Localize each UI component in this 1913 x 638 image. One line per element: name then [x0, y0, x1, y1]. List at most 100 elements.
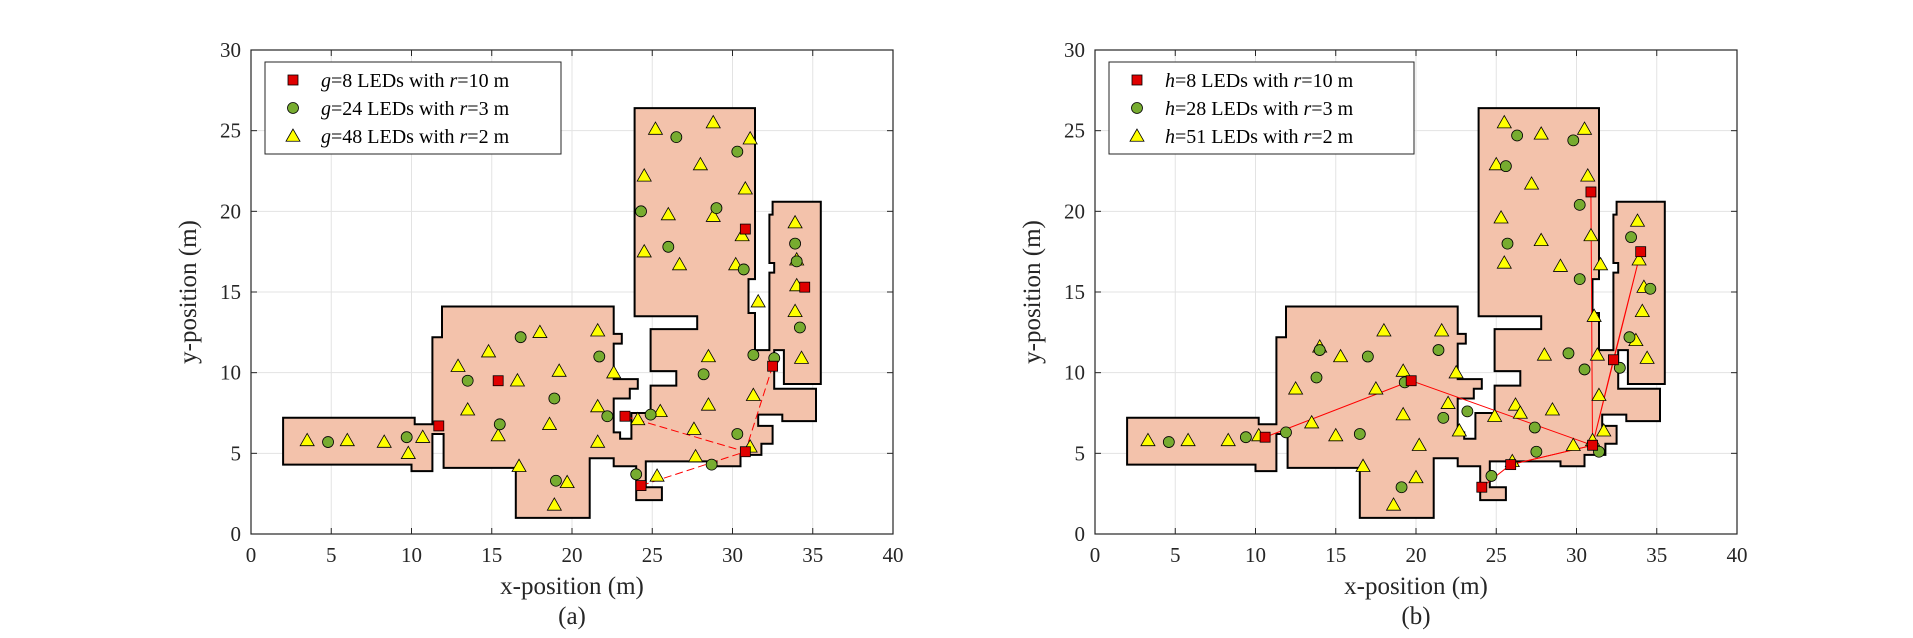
- legend-label: g=8 LEDs with r=10 m: [321, 70, 510, 92]
- y-tick-label: 20: [1064, 199, 1085, 223]
- legend-label: h=28 LEDs with r=3 m: [1165, 98, 1354, 120]
- x-tick-label: 15: [481, 543, 502, 567]
- data-point-triangle: [559, 474, 575, 489]
- x-tick-label: 5: [326, 543, 337, 567]
- data-point-triangle: [1395, 363, 1411, 377]
- data-point-circle: [1239, 431, 1252, 444]
- data-point-circle: [1530, 445, 1543, 458]
- legend-marker-square: [1131, 74, 1143, 86]
- x-tick-label: 35: [802, 543, 823, 567]
- data-point-circle: [737, 263, 750, 276]
- data-point-circle: [1437, 411, 1450, 424]
- legend-marker-circle: [1131, 102, 1143, 114]
- x-tick-label: 20: [562, 543, 583, 567]
- x-tick-label: 0: [246, 543, 257, 567]
- data-point-square: [1405, 375, 1417, 387]
- data-point-triangle: [1486, 408, 1503, 422]
- data-point-circle: [790, 255, 803, 268]
- data-point-triangle: [1411, 437, 1427, 451]
- data-point-triangle: [647, 121, 664, 135]
- y-tick-label: 15: [220, 280, 241, 304]
- data-point-triangle: [700, 348, 717, 363]
- data-point-square: [1608, 354, 1619, 366]
- data-point-triangle: [1580, 168, 1596, 182]
- data-point-circle: [1461, 405, 1474, 418]
- data-point-circle: [731, 428, 744, 440]
- data-point-circle: [630, 468, 643, 481]
- data-point-triangle: [1631, 251, 1647, 266]
- data-point-triangle: [480, 343, 497, 358]
- legend-marker-triangle: [1129, 128, 1145, 142]
- y-tick-label: 30: [220, 38, 241, 62]
- x-tick-label: 40: [883, 543, 904, 567]
- data-point-triangle: [1140, 432, 1156, 447]
- x-tick-label: 0: [1090, 543, 1101, 567]
- data-point-triangle: [1533, 126, 1549, 140]
- data-point-triangle: [660, 206, 676, 221]
- data-point-circle: [1573, 273, 1586, 285]
- data-point-triangle: [1583, 227, 1599, 242]
- data-point-circle: [1353, 428, 1366, 440]
- data-point-triangle: [636, 168, 652, 182]
- data-point-circle: [1499, 160, 1512, 173]
- data-point-circle: [493, 418, 506, 431]
- subfigure-caption: (b): [1401, 603, 1430, 630]
- legend-label: h=8 LEDs with r=10 m: [1165, 70, 1354, 92]
- subfigure-caption: (a): [558, 603, 586, 630]
- data-point-triangle: [511, 458, 527, 472]
- data-point-square: [1476, 481, 1488, 493]
- data-point-triangle: [649, 468, 665, 482]
- data-point-triangle: [1395, 406, 1411, 421]
- data-point-circle: [670, 131, 683, 144]
- data-point-triangle: [490, 427, 506, 442]
- legend-label: g=48 LEDs with r=2 m: [321, 126, 510, 148]
- data-point-triangle: [1629, 213, 1646, 227]
- data-point-circle: [794, 321, 806, 334]
- data-point-circle: [322, 436, 334, 448]
- data-point-circle: [550, 474, 562, 487]
- data-point-triangle: [705, 114, 721, 129]
- data-point-triangle: [1591, 387, 1607, 401]
- data-point-circle: [1432, 344, 1445, 356]
- data-point-triangle: [1488, 156, 1504, 171]
- data-point-circle: [1361, 350, 1374, 363]
- data-point-triangle: [400, 445, 416, 459]
- y-tick-label: 0: [1075, 522, 1086, 546]
- data-point-circle: [1395, 481, 1408, 494]
- data-point-circle: [1280, 426, 1292, 439]
- data-point-triangle: [551, 363, 567, 377]
- floor-plan-area: [1126, 107, 1666, 519]
- data-point-circle: [1313, 344, 1326, 356]
- data-point-triangle: [1589, 347, 1606, 361]
- data-point-triangle: [1576, 121, 1593, 135]
- y-axis-label: y-position (m): [175, 220, 202, 364]
- legend-marker-circle: [287, 102, 299, 114]
- data-point-circle: [1501, 237, 1514, 250]
- data-point-triangle: [793, 350, 810, 364]
- x-tick-label: 40: [1727, 543, 1748, 567]
- data-point-triangle: [1639, 350, 1655, 364]
- data-point-circle: [1485, 470, 1498, 482]
- data-point-circle: [593, 350, 606, 363]
- data-point-triangle: [532, 324, 548, 338]
- chart-panel-b: 0 5 10 15 20 25 30 35 40 0 5 10 15 20 25 30 x-position (…: [1019, 38, 1748, 630]
- data-point-square: [1635, 246, 1647, 258]
- data-point-triangle: [546, 497, 563, 511]
- data-point-triangle: [1451, 422, 1468, 437]
- data-point-circle: [644, 408, 657, 421]
- data-point-triangle: [299, 432, 315, 447]
- data-point-triangle: [1303, 414, 1320, 429]
- y-tick-label: 5: [231, 441, 242, 465]
- x-axis-label: x-position (m): [1344, 573, 1488, 600]
- data-point-circle: [1528, 421, 1541, 434]
- data-point-triangle: [1433, 322, 1450, 337]
- data-point-circle: [1644, 282, 1657, 295]
- data-point-circle: [1625, 231, 1637, 244]
- data-point-triangle: [1220, 432, 1236, 447]
- y-tick-label: 5: [1075, 441, 1086, 465]
- led-link-line: [624, 415, 746, 453]
- data-point-triangle: [1544, 401, 1561, 416]
- data-point-triangle: [1596, 422, 1612, 437]
- data-point-triangle: [1332, 348, 1349, 363]
- data-point-triangle: [1634, 303, 1650, 318]
